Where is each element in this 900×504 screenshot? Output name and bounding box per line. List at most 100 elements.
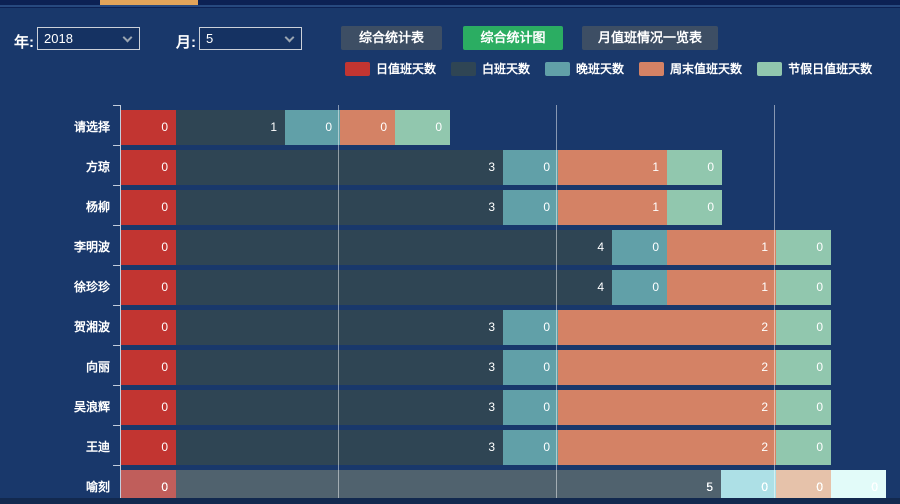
bar-segment: 0 [503,350,558,385]
legend-item[interactable]: 日值班天数 [345,60,436,77]
value-label: 0 [543,320,550,334]
bar-row: 0 3 0 2 0 [121,430,831,465]
bar-segment: 0 [121,430,176,465]
bar-segment: 0 [121,390,176,425]
summary-chart-button[interactable]: 综合统计图 [463,26,563,50]
category-label: 杨柳 [85,200,110,214]
value-label: 3 [488,160,495,174]
bar-segment: 0 [831,470,886,498]
category-label: 方琼 [85,160,110,174]
bar-segment: 0 [121,230,176,265]
summary-table-button[interactable]: 综合统计表 [341,26,442,50]
toolbar: 年: 2018 月: 5 综合统计表 综合统计图 月值班情况一览表 [0,8,900,56]
value-label: 0 [652,240,659,254]
value-label: 0 [816,320,823,334]
bar-segment: 1 [176,110,285,145]
year-select-value: 2018 [44,31,73,46]
bar-segment: 5 [176,470,721,498]
year-label: 年: [14,34,34,51]
chart-legend: 日值班天数 白班天数 晚班天数 周末值班天数 节假日值班天数 [345,60,872,77]
category-label: 吴浪辉 [73,400,110,414]
value-label: 0 [161,400,168,414]
value-label: 0 [871,480,878,494]
legend-label: 周末值班天数 [670,62,743,76]
value-label: 2 [761,360,768,374]
value-label: 0 [161,200,168,214]
value-label: 0 [816,400,823,414]
bar-segment: 3 [176,310,503,345]
top-scrollbar-thumb[interactable] [100,0,198,5]
axis-tick [113,465,120,466]
bar-row: 0 3 0 1 0 [121,190,722,225]
value-label: 0 [652,280,659,294]
category-label: 王迪 [85,440,110,454]
bar-row: 0 1 0 0 0 [121,110,450,145]
value-label: 0 [161,440,168,454]
monthly-duty-overview-button[interactable]: 月值班情况一览表 [582,26,718,50]
bar-row: 0 3 0 1 0 [121,150,722,185]
value-label: 0 [543,440,550,454]
bar-segment: 0 [121,310,176,345]
top-divider-line [0,5,900,7]
value-label: 1 [270,120,277,134]
value-label: 3 [488,360,495,374]
month-label: 月: [176,34,196,51]
bar-row: 0 3 0 2 0 [121,310,831,345]
gridline [338,105,339,498]
axis-tick [113,185,120,186]
legend-swatch-icon [639,61,665,76]
legend-item[interactable]: 白班天数 [451,60,530,77]
month-select[interactable]: 5 [199,27,302,50]
bar-segment: 0 [503,390,558,425]
axis-tick [113,385,120,386]
bar-segment: 0 [121,270,176,305]
bar-segment: 1 [558,150,667,185]
category-label: 徐珍珍 [73,280,110,294]
year-select[interactable]: 2018 [37,27,140,50]
bar-segment: 4 [176,230,612,265]
category-label: 贺湘波 [73,320,110,334]
value-label: 1 [761,280,768,294]
bar-segment: 4 [176,270,612,305]
value-label: 0 [816,280,823,294]
bar-segment: 0 [776,310,831,345]
bar-row: 0 3 0 2 0 [121,350,831,385]
top-scrollbar-track [0,0,900,8]
chart-plot: 请选择 0 1 0 0 0 方琼 0 3 0 1 0 杨柳 0 3 0 1 0 李明波 0 4 0 1 0 徐珍珍 0 4 0 1 0 贺湘… [0,105,900,498]
legend-item[interactable]: 节假日值班天数 [757,60,872,77]
value-label: 0 [380,120,387,134]
category-label: 喻刻 [85,480,110,494]
bar-segment: 0 [121,470,176,498]
value-label: 0 [543,160,550,174]
bar-segment: 0 [776,350,831,385]
axis-tick [113,145,120,146]
legend-item[interactable]: 周末值班天数 [639,60,742,77]
bar-segment: 0 [612,270,667,305]
bar-segment: 0 [121,350,176,385]
legend-swatch-icon [757,61,783,76]
bar-row: 0 3 0 2 0 [121,390,831,425]
value-label: 0 [161,240,168,254]
bar-segment: 0 [776,390,831,425]
chevron-down-icon [284,32,295,43]
bar-segment: 1 [558,190,667,225]
bar-segment: 0 [503,310,558,345]
value-label: 3 [488,400,495,414]
value-label: 4 [597,240,604,254]
bar-segment: 0 [612,230,667,265]
value-label: 2 [761,400,768,414]
value-label: 0 [816,480,823,494]
value-label: 0 [543,360,550,374]
axis-tick [113,345,120,346]
month-select-value: 5 [206,31,214,46]
bar-segment: 0 [121,190,176,225]
bar-segment: 2 [558,430,776,465]
legend-item[interactable]: 晚班天数 [545,60,624,77]
value-label: 0 [707,200,714,214]
chart-bottom-edge [0,498,900,504]
bar-segment: 0 [503,150,558,185]
bar-segment: 0 [667,150,722,185]
value-label: 0 [543,400,550,414]
bar-segment: 0 [121,110,176,145]
y-axis-line [120,105,121,498]
